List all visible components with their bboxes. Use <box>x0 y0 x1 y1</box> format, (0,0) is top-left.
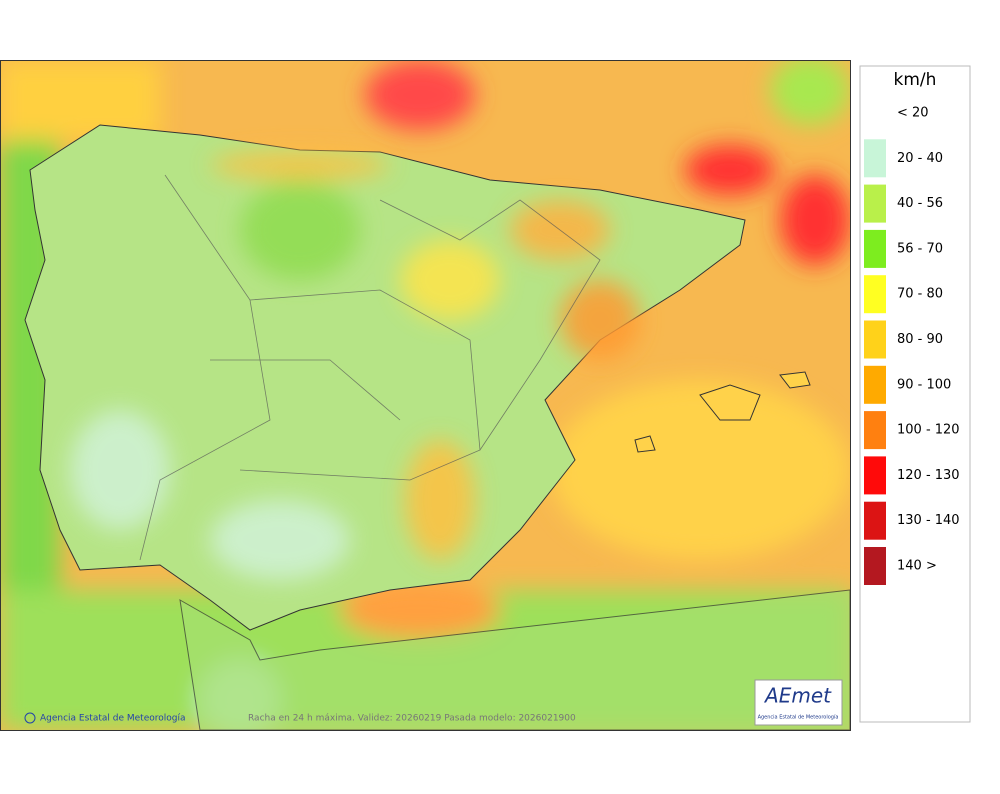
legend-label: 70 - 80 <box>897 287 943 302</box>
logo-subtitle: Agencia Estatal de Meteorología <box>758 714 839 721</box>
map-area: Agencia Estatal de Meteorología Racha en… <box>0 60 850 730</box>
legend-swatch <box>864 547 886 585</box>
legend-swatch <box>864 139 886 178</box>
legend-label: 100 - 120 <box>897 423 960 438</box>
legend-label: 140 > <box>897 559 937 574</box>
legend-swatch <box>864 501 886 540</box>
logo-name: AEmet <box>763 684 832 708</box>
legend-label: 40 - 56 <box>897 196 943 211</box>
legend-label: 90 - 100 <box>897 377 951 392</box>
logo-box <box>754 679 843 726</box>
legend-swatch <box>864 320 886 359</box>
legend: < 20 20 - 40 40 - 56 56 - 70 70 - 80 80 - 90 9… <box>864 106 960 585</box>
legend-swatch <box>864 365 886 404</box>
legend-swatch <box>864 411 886 450</box>
copyright: Agencia Estatal de Meteorología <box>40 714 186 724</box>
legend-label: 120 - 130 <box>897 468 960 483</box>
legend-swatch <box>864 184 886 223</box>
legend-label: 56 - 70 <box>897 241 943 256</box>
legend-label: < 20 <box>897 106 929 121</box>
caption: Racha en 24 h máxima. Validez: 20260219 … <box>248 714 576 724</box>
legend-swatch <box>864 229 886 268</box>
legend-label: 80 - 90 <box>897 332 943 347</box>
legend-label: 130 - 140 <box>897 513 960 528</box>
legend-label: 20 - 40 <box>897 151 943 166</box>
legend-swatch <box>864 456 886 495</box>
legend-title: km/h <box>894 70 937 90</box>
map-frame <box>0 60 851 731</box>
legend-swatch <box>864 275 886 314</box>
